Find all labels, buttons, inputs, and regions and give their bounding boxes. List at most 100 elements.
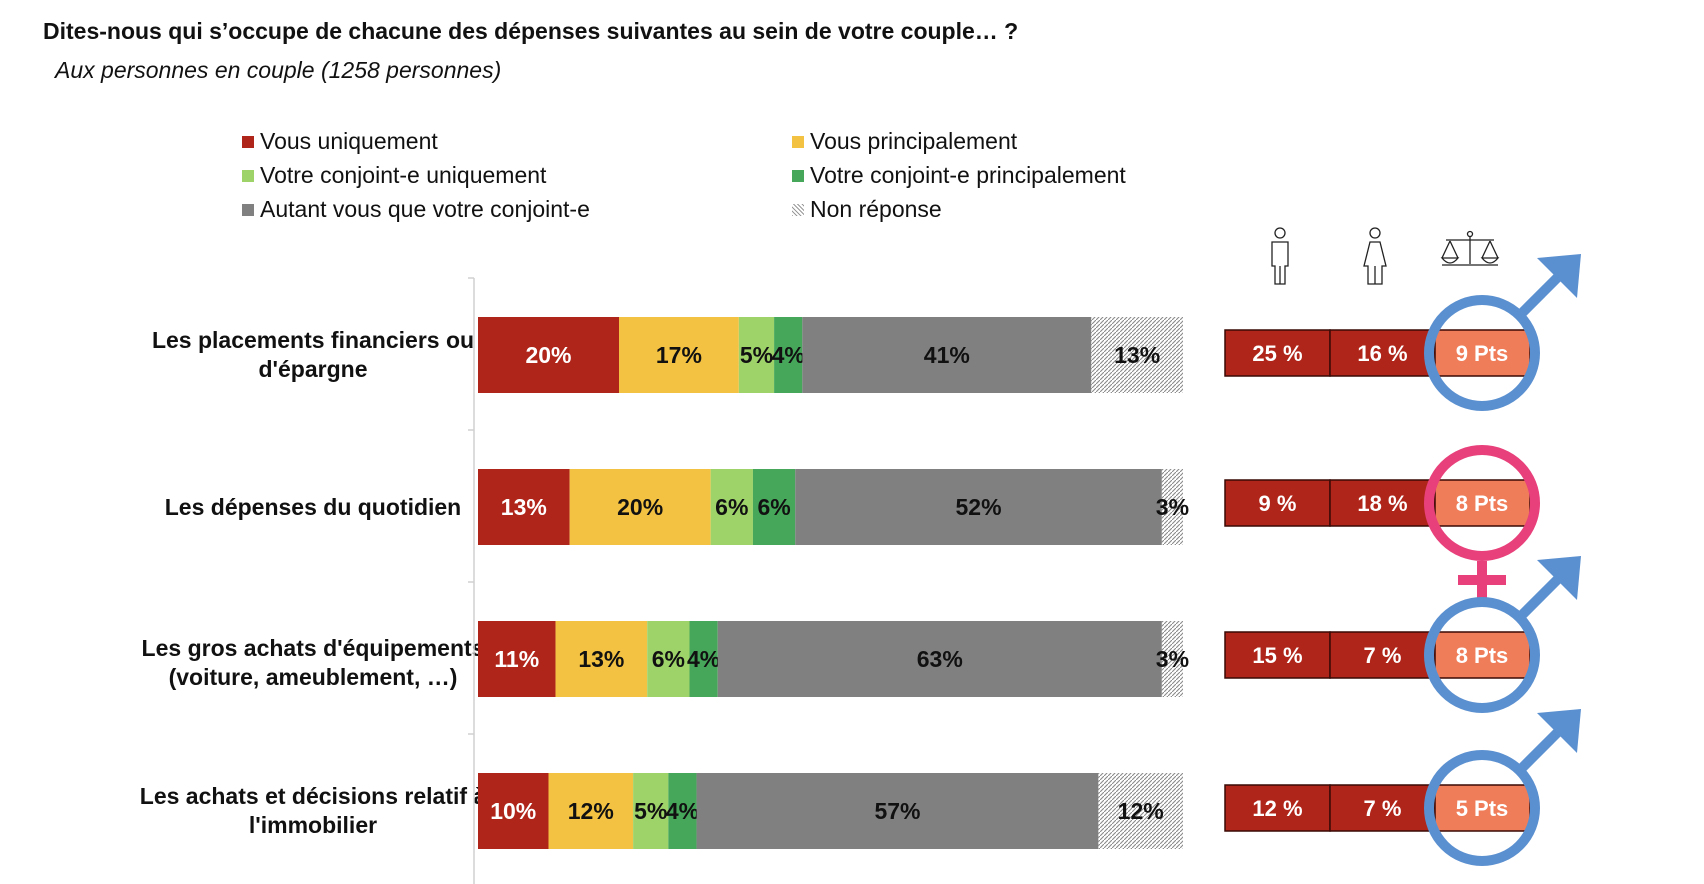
- balance-scale-icon: [1440, 230, 1500, 266]
- bar-value-label: 13%: [1114, 342, 1160, 368]
- legend-label: Non réponse: [810, 196, 942, 222]
- side-value-men: 12 %: [1252, 796, 1302, 821]
- category-label-placements: Les placements financiers ou d'épargne: [151, 327, 475, 382]
- male-arrow-head: [1537, 709, 1581, 753]
- bar-vous-principalement: [555, 621, 648, 697]
- side-value-women: 18 %: [1357, 491, 1407, 516]
- bar-vous-uniquement: [478, 773, 549, 849]
- bar-value-label: 63%: [917, 646, 963, 672]
- side-value-gap: 9 Pts: [1456, 341, 1509, 366]
- bar-value-label: 13%: [578, 646, 624, 672]
- bar-conjoint-principalement: [668, 773, 697, 849]
- person-man-icon: [1271, 227, 1289, 285]
- bar-autant: [802, 317, 1092, 393]
- legend-label: Votre conjoint-e principalement: [810, 162, 1126, 188]
- legend-swatch: [792, 203, 804, 216]
- bar-non-reponse: [1091, 317, 1183, 393]
- male-symbol-icon: [1424, 597, 1540, 713]
- bar-non-reponse: [1098, 773, 1183, 849]
- side-value-gap: 8 Pts: [1456, 643, 1509, 668]
- bar-vous-uniquement: [478, 317, 619, 393]
- bar-vous-uniquement: [478, 469, 570, 545]
- bar-conjoint-uniquement: [738, 317, 775, 393]
- side-value-gap: 5 Pts: [1456, 796, 1509, 821]
- legend-item-autant: Autant vous que votre conjoint-e: [242, 196, 590, 223]
- bar-conjoint-principalement: [774, 317, 803, 393]
- male-arrow-head: [1537, 556, 1581, 600]
- side-value-women: 7 %: [1364, 643, 1402, 668]
- chart-subtitle: Aux personnes en couple (1258 personnes): [55, 57, 502, 83]
- bar-value-label: 3%: [1156, 646, 1189, 672]
- bar-value-label: 5%: [634, 798, 667, 824]
- bar-vous-principalement: [619, 317, 739, 393]
- category-label-immobilier: Les achats et décisions relatif à l'immo…: [139, 783, 487, 838]
- bar-autant: [795, 469, 1162, 545]
- legend-swatch: [242, 203, 254, 216]
- side-value-women: 16 %: [1357, 341, 1407, 366]
- legend-label: Votre conjoint-e uniquement: [260, 162, 547, 188]
- bar-value-label: 12%: [568, 798, 614, 824]
- bar-value-label: 6%: [652, 646, 685, 672]
- side-cell-gap: [1434, 631, 1531, 679]
- side-cell-women: [1329, 329, 1436, 377]
- bar-value-label: 52%: [956, 494, 1002, 520]
- legend-item-vous-uniquement: Vous uniquement: [242, 128, 438, 155]
- bar-value-label: 17%: [656, 342, 702, 368]
- bar-conjoint-uniquement: [633, 773, 669, 849]
- side-cell-gap: [1434, 329, 1531, 377]
- bar-value-label: 6%: [715, 494, 748, 520]
- side-cell-gap: [1434, 784, 1531, 832]
- bar-value-label: 6%: [757, 494, 790, 520]
- side-cell-men: [1224, 329, 1331, 377]
- male-arrow-shaft: [1516, 571, 1566, 621]
- bar-value-label: 57%: [874, 798, 920, 824]
- chart-title: Dites-nous qui s’occupe de chacune des d…: [43, 18, 1019, 44]
- bar-value-label: 4%: [687, 646, 720, 672]
- bar-value-label: 20%: [617, 494, 663, 520]
- bar-vous-principalement: [569, 469, 711, 545]
- bar-autant: [696, 773, 1099, 849]
- legend-item-conjoint-principalement: Votre conjoint-e principalement: [792, 162, 1126, 189]
- bar-value-label: 4%: [666, 798, 699, 824]
- legend-label: Vous uniquement: [260, 128, 438, 154]
- side-value-men: 9 %: [1259, 491, 1297, 516]
- bar-value-label: 4%: [772, 342, 805, 368]
- bar-value-label: 10%: [490, 798, 536, 824]
- bar-non-reponse: [1161, 621, 1183, 697]
- legend-swatch: [792, 135, 804, 148]
- category-label-quotidien: Les dépenses du quotidien: [164, 493, 462, 520]
- male-symbol-icon: [1424, 750, 1540, 866]
- side-cell-men: [1224, 631, 1331, 679]
- bar-value-label: 5%: [740, 342, 773, 368]
- side-cell-men: [1224, 784, 1331, 832]
- male-arrow-shaft: [1516, 269, 1566, 319]
- side-value-women: 7 %: [1364, 796, 1402, 821]
- bar-value-label: 3%: [1156, 494, 1189, 520]
- side-value-men: 15 %: [1252, 643, 1302, 668]
- side-cell-women: [1329, 479, 1436, 527]
- bar-value-label: 12%: [1118, 798, 1164, 824]
- male-arrow-head: [1537, 254, 1581, 298]
- male-symbol-icon: [1424, 295, 1540, 411]
- bar-conjoint-uniquement: [647, 621, 690, 697]
- bar-value-label: 41%: [924, 342, 970, 368]
- legend-swatch: [792, 169, 804, 182]
- side-cell-gap: [1434, 479, 1531, 527]
- bar-value-label: 13%: [501, 494, 547, 520]
- legend-item-non-reponse: Non réponse: [792, 196, 942, 223]
- bar-value-label: 20%: [525, 342, 571, 368]
- person-woman-icon: [1363, 227, 1387, 285]
- bar-conjoint-principalement: [689, 621, 718, 697]
- category-label-gros-achats: Les gros achats d'équipements (voiture, …: [141, 634, 485, 690]
- female-symbol-icon: [1424, 445, 1540, 561]
- side-value-gap: 8 Pts: [1456, 491, 1509, 516]
- legend-item-conjoint-uniquement: Votre conjoint-e uniquement: [242, 162, 546, 189]
- male-arrow-shaft: [1516, 724, 1566, 774]
- bar-vous-principalement: [548, 773, 634, 849]
- bar-autant: [717, 621, 1162, 697]
- bar-vous-uniquement: [478, 621, 556, 697]
- legend-swatch: [242, 169, 254, 182]
- side-value-men: 25 %: [1252, 341, 1302, 366]
- legend-item-vous-principalement: Vous principalement: [792, 128, 1017, 155]
